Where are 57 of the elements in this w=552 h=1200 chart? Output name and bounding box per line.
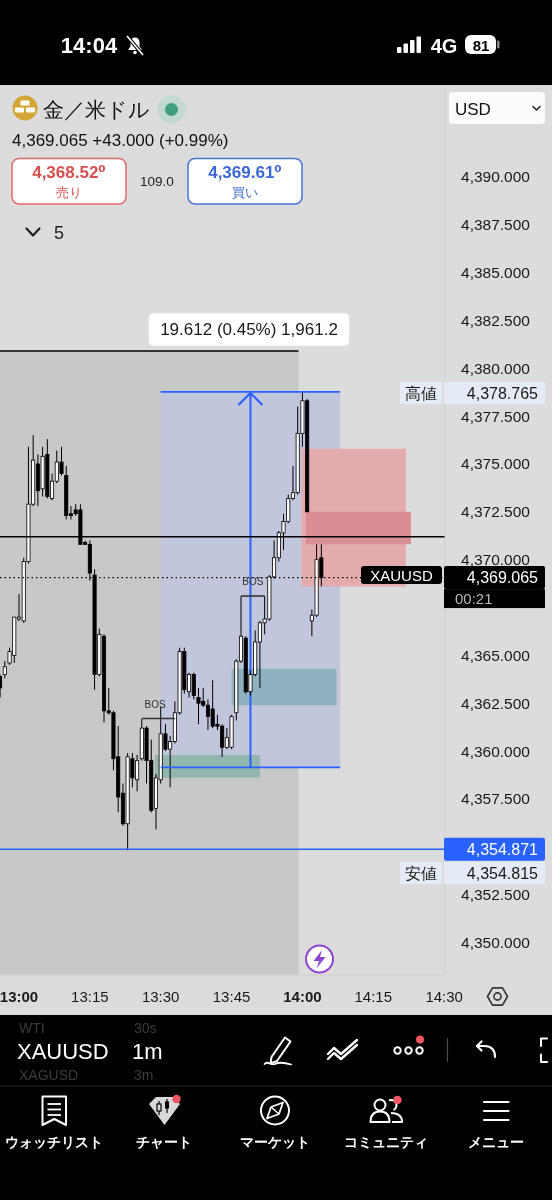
- text: USD: [455, 99, 491, 119]
- text: ウォッチリスト: [5, 1134, 103, 1150]
- y-tick-label: 4,380.000: [461, 359, 531, 377]
- x-tick-label: 13:45: [212, 987, 251, 1005]
- annotation: XAUUSD: [370, 566, 433, 584]
- y-tick-label: 4,350.000: [461, 933, 531, 951]
- text: 30s: [134, 1020, 157, 1036]
- annotation: 109.0: [140, 174, 174, 189]
- x-tick-label: 14:00: [283, 987, 322, 1005]
- annotation: 5: [54, 223, 65, 243]
- text: 4G: [430, 35, 458, 57]
- text: 4,354.815: [466, 864, 539, 882]
- text: コミュニティ: [344, 1134, 428, 1150]
- y-tick-label: 4,372.500: [461, 503, 531, 521]
- y-tick-label: 4,370.000: [461, 551, 531, 569]
- y-tick-label: 4,360.000: [461, 742, 531, 760]
- text: XAGUSD: [19, 1067, 79, 1083]
- text: 4,378.765: [466, 384, 539, 402]
- candlestick: [191, 672, 196, 700]
- annotation: 19.612 (0.45%) 1,961.2: [160, 320, 338, 339]
- text: 1m: [132, 1039, 163, 1064]
- y-tick-label: 4,357.500: [461, 790, 531, 808]
- y-tick-label: 4,375.000: [461, 455, 531, 473]
- text: WTI: [19, 1020, 45, 1036]
- y-tick-label: 4,382.500: [461, 311, 531, 329]
- x-tick-label: 13:30: [141, 987, 180, 1005]
- y-tick-label: 4,365.000: [461, 646, 531, 664]
- text: チャート: [136, 1134, 192, 1150]
- y-tick-label: 4,362.500: [461, 694, 531, 712]
- y-tick-label: 4,390.000: [461, 168, 531, 186]
- annotation: 高値: [405, 384, 437, 402]
- ref-line-label: 4,354.871: [466, 840, 539, 858]
- annotation: 安値: [405, 864, 437, 882]
- text: 14:04: [60, 33, 118, 58]
- annotation: 4,369.61⁰: [208, 163, 282, 182]
- text: メニュー: [468, 1134, 524, 1150]
- x-tick-label: 13:15: [71, 987, 109, 1005]
- y-tick-label: 4,387.500: [461, 216, 531, 234]
- annotation: BOS: [144, 698, 166, 710]
- candlestick: [196, 687, 201, 725]
- text: 4,369.065 +43.000 (+0.99%): [12, 131, 229, 150]
- annotation: 売り: [56, 185, 82, 200]
- y-tick-label: 4,377.500: [461, 407, 531, 425]
- y-tick-label: 4,352.500: [461, 886, 531, 904]
- text: 00:21: [455, 590, 493, 608]
- annotation: 4,368.52⁰: [32, 163, 106, 182]
- x-tick-label: 14:15: [354, 987, 393, 1005]
- ref-line-label: 4,369.065: [466, 569, 539, 587]
- x-tick-label: 14:30: [425, 987, 463, 1005]
- annotation: 買い: [232, 185, 258, 200]
- text: 3m: [134, 1067, 154, 1083]
- text: 81: [472, 36, 490, 54]
- text: XAUUSD: [17, 1039, 109, 1064]
- x-tick-label: 13:00: [0, 987, 39, 1005]
- y-tick-label: 4,385.000: [461, 264, 531, 282]
- text: マーケット: [240, 1134, 310, 1150]
- text: 金／米ドル: [43, 97, 150, 121]
